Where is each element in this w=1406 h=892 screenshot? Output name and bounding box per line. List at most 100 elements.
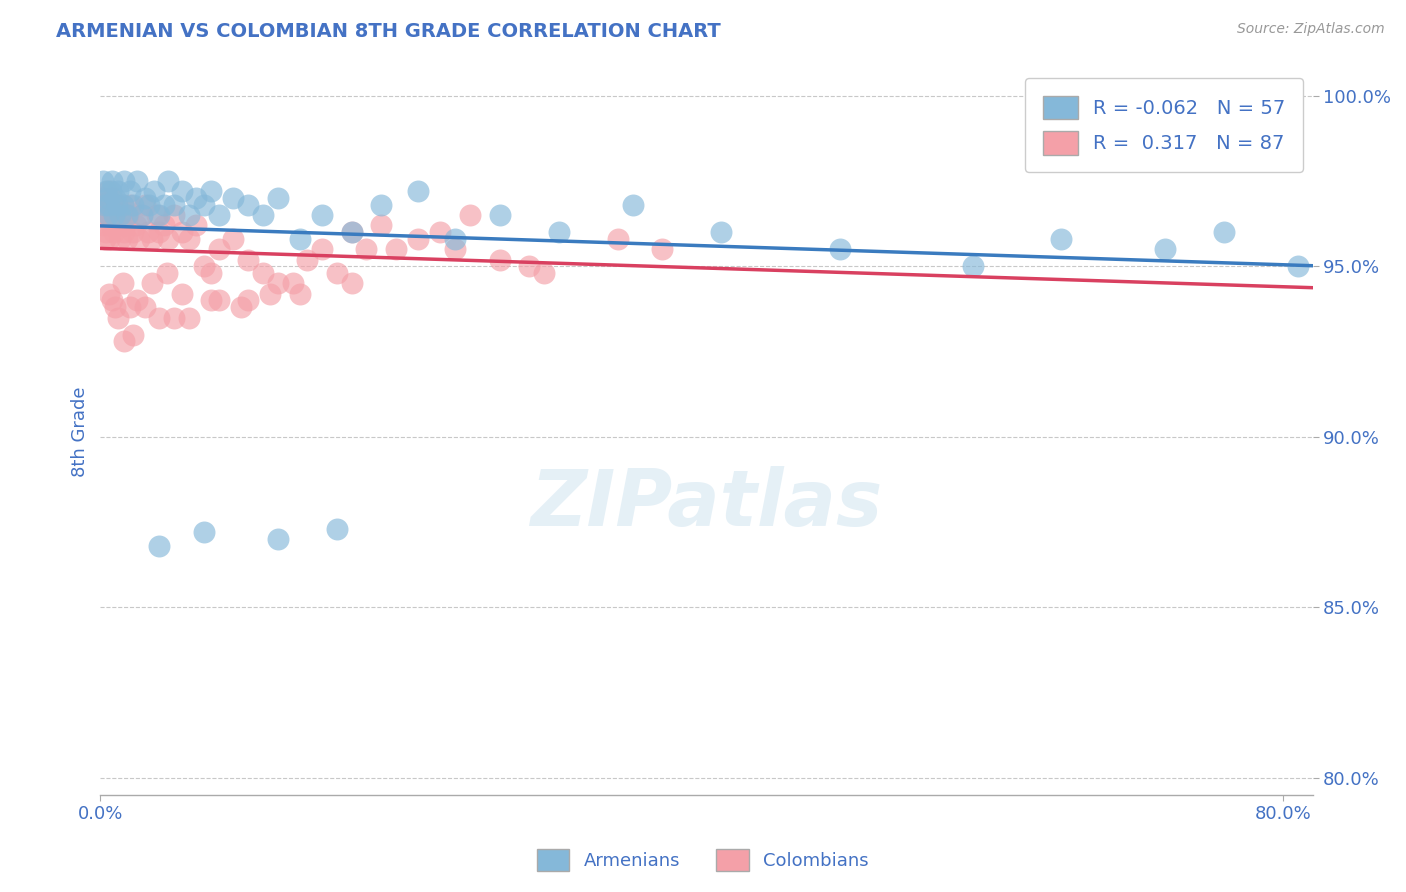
Point [621,198,644,212]
Point [97,184,120,198]
Point [340,225,363,239]
Point [385,242,408,256]
Point [267,277,290,291]
Point [163,208,186,222]
Point [177,310,200,325]
Point [127,293,149,308]
Point [962,260,984,274]
Point [134,198,156,212]
Point [145,208,167,222]
Point [222,191,245,205]
Point [200,293,222,308]
Point [98,198,121,212]
Point [97,198,120,212]
Point [118,300,141,314]
Point [267,533,290,547]
Point [107,219,129,233]
Point [138,198,160,212]
Point [122,225,145,239]
Point [103,208,125,222]
Point [111,198,134,212]
Point [326,522,349,536]
Point [107,184,129,198]
Point [170,225,193,239]
Point [222,232,245,246]
Point [117,208,139,222]
Point [128,232,150,246]
Point [94,208,117,222]
Point [101,174,124,188]
Point [200,266,222,280]
Point [163,310,186,325]
Point [91,191,114,205]
Point [458,208,481,222]
Point [186,219,208,233]
Point [142,184,165,198]
Point [131,208,153,222]
Point [112,334,135,349]
Point [1050,232,1073,246]
Point [131,208,153,222]
Point [94,232,117,246]
Point [104,300,127,314]
Point [98,286,121,301]
Point [259,286,281,301]
Point [356,242,378,256]
Point [122,327,145,342]
Point [141,232,163,246]
Point [444,232,467,246]
Point [104,208,127,222]
Point [370,198,392,212]
Point [606,232,628,246]
Point [105,198,128,212]
Point [193,260,215,274]
Point [170,286,193,301]
Point [288,232,311,246]
Point [288,286,311,301]
Point [111,277,134,291]
Point [157,232,180,246]
Point [238,252,260,267]
Text: Source: ZipAtlas.com: Source: ZipAtlas.com [1237,22,1385,37]
Point [406,232,429,246]
Point [97,208,120,222]
Point [1212,225,1234,239]
Point [125,219,148,233]
Point [651,242,673,256]
Point [517,260,540,274]
Point [108,208,131,222]
Text: ARMENIAN VS COLOMBIAN 8TH GRADE CORRELATION CHART: ARMENIAN VS COLOMBIAN 8TH GRADE CORRELAT… [56,22,721,41]
Point [96,225,118,239]
Point [238,198,260,212]
Point [170,184,193,198]
Point [153,198,176,212]
Point [157,174,180,188]
Point [488,208,510,222]
Point [90,198,112,212]
Point [163,198,186,212]
Point [207,208,229,222]
Point [114,219,136,233]
Point [141,277,163,291]
Point [107,310,129,325]
Point [429,225,451,239]
Point [108,232,131,246]
Point [326,266,349,280]
Point [297,252,319,267]
Point [115,208,138,222]
Point [153,219,176,233]
Point [229,300,252,314]
Point [103,225,125,239]
Point [252,266,274,280]
Point [177,232,200,246]
Point [91,219,114,233]
Point [111,198,134,212]
Point [148,310,170,325]
Point [267,191,290,205]
Point [177,208,200,222]
Point [148,208,170,222]
Point [118,198,141,212]
Point [207,242,229,256]
Point [148,539,170,553]
Point [110,208,132,222]
